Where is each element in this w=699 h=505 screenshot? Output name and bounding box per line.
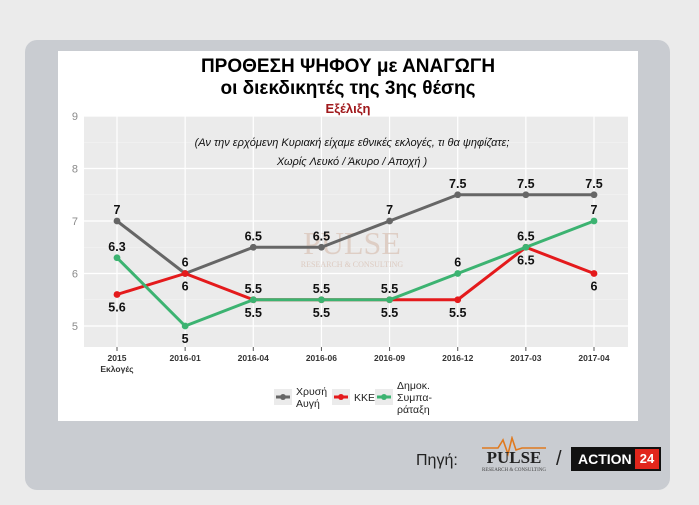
y-tick-label: 8 <box>72 164 78 176</box>
data-label: 5.5 <box>449 306 466 320</box>
legend-label: ράταξη <box>397 404 430 416</box>
data-label: 6.5 <box>245 229 262 243</box>
data-label: 6.5 <box>313 229 330 243</box>
chart-title-line1: ΠΡΟΘΕΣΗ ΨΗΦΟΥ με ΑΝΑΓΩΓΗ <box>200 56 496 77</box>
legend-label: Χρυσή <box>296 386 327 398</box>
y-tick-label: 9 <box>72 111 78 123</box>
data-point <box>318 243 325 251</box>
data-label: 5.5 <box>245 282 262 296</box>
data-label: 5 <box>182 332 189 346</box>
data-point <box>590 191 598 199</box>
series-line <box>116 193 594 275</box>
data-label: 7.5 <box>517 177 534 191</box>
data-label: 6.3 <box>108 240 125 254</box>
legend-label: Συμπα- <box>397 392 432 404</box>
plot-background <box>84 116 628 347</box>
data-label: 6 <box>454 256 461 270</box>
data-point <box>113 254 121 262</box>
source-label: Πηγή: <box>416 452 458 469</box>
x-tick-label: 2015 <box>108 353 127 363</box>
data-point <box>386 217 393 225</box>
data-point <box>181 270 189 277</box>
series-line <box>115 219 595 328</box>
data-label: 5.6 <box>108 301 125 315</box>
data-label: 6 <box>182 280 189 294</box>
x-tick-label: 2016-06 <box>306 353 337 363</box>
legend-label: ΚΚΕ <box>354 392 375 404</box>
annotation-line: Χωρίς Λευκό / Άκυρο / Αποχή ) <box>276 156 428 168</box>
x-tick-label: 2016-09 <box>374 353 405 363</box>
data-label: 5.5 <box>381 306 398 320</box>
watermark-tagline: RESEARCH & CONSULTING <box>301 260 404 269</box>
data-point <box>249 296 257 304</box>
x-tick-label: 2016-01 <box>170 353 201 363</box>
action24-logo-number: 24 <box>635 449 659 469</box>
legend-key-point <box>338 394 344 400</box>
data-point <box>454 191 462 199</box>
x-tick-label: 2017-04 <box>578 353 609 363</box>
data-point <box>522 191 530 199</box>
y-tick-label: 5 <box>72 321 78 333</box>
x-tick-label: 2016-04 <box>238 353 269 363</box>
data-point <box>454 296 462 304</box>
data-point <box>113 217 121 225</box>
data-label: 5.5 <box>245 306 262 320</box>
y-tick-label: 6 <box>72 269 78 281</box>
data-label: 7 <box>386 203 393 217</box>
data-label: 6.5 <box>517 229 534 243</box>
y-tick-label: 7 <box>72 216 78 228</box>
chart-title-line2: οι διεκδικητές της 3ης θέσης <box>220 78 476 99</box>
data-label: 7.5 <box>449 177 466 191</box>
data-point <box>454 270 462 277</box>
data-point <box>522 243 530 251</box>
x-tick-label: 2017-03 <box>510 353 541 363</box>
data-point <box>113 291 121 298</box>
x-tick-label: Εκλογές <box>100 364 134 374</box>
data-label: 5.5 <box>313 306 330 320</box>
action24-logo: ACTION 24 <box>571 447 661 471</box>
data-point <box>318 296 325 304</box>
legend-label: Αυγή <box>296 398 320 410</box>
legend-key-point <box>280 394 286 400</box>
data-point <box>386 296 393 304</box>
data-point <box>590 217 598 225</box>
data-label: 6.5 <box>517 253 534 267</box>
data-label: 7 <box>114 203 121 217</box>
pulse-logo-text: PULSE <box>487 448 542 467</box>
data-label: 5.5 <box>381 282 398 296</box>
legend-key-point <box>381 394 387 400</box>
legend-label: Δημοκ. <box>397 380 430 392</box>
annotation-line: (Αν την ερχόμενη Κυριακή είχαμε εθνικές … <box>195 137 510 149</box>
data-label: 7.5 <box>585 177 602 191</box>
data-label: 5.5 <box>313 282 330 296</box>
action24-logo-text: ACTION <box>578 451 632 467</box>
pulse-logo: PULSE RESEARCH & CONSULTING <box>482 436 546 473</box>
watermark-text: PULSE <box>303 225 401 261</box>
data-label: 7 <box>591 203 598 217</box>
pulse-logo-tagline: RESEARCH & CONSULTING <box>482 468 546 473</box>
data-label: 6 <box>591 280 598 294</box>
x-tick-label: 2016-12 <box>442 353 473 363</box>
source-separator: / <box>556 448 562 470</box>
data-point <box>590 270 598 277</box>
data-label: 6 <box>182 256 189 270</box>
data-point <box>249 243 257 251</box>
data-point <box>181 322 189 330</box>
chart-subtitle: Εξέλιξη <box>325 101 371 116</box>
